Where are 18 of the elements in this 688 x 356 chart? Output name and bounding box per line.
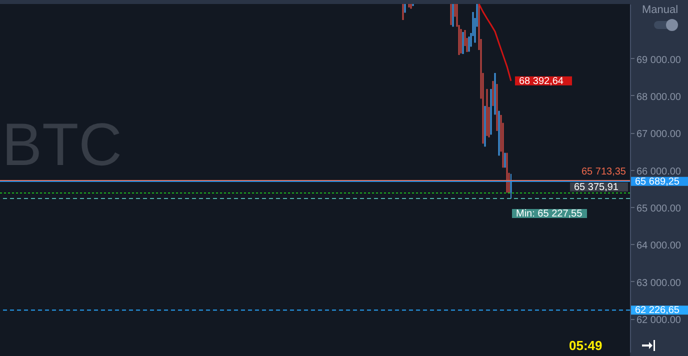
y-tick-label: 64 000.00 [636, 240, 682, 252]
y-tick-label: 65 000.00 [636, 204, 682, 214]
text: Manual [642, 4, 678, 16]
ref-line-label: 62 226,65 [635, 305, 680, 316]
y-tick-label: 62 000.00 [636, 315, 682, 326]
ref-line-label: 65 375,91 [574, 182, 619, 194]
annotation: 05:49 [569, 338, 602, 353]
ref-line-label: Min: 65 227,55 [516, 208, 583, 220]
y-tick-label: 68 000.00 [636, 92, 682, 103]
ref-line-label: 65 713,35 [582, 166, 626, 178]
y-tick-label: 69 000.00 [636, 54, 682, 66]
y-tick-label: 63 000.00 [636, 278, 682, 289]
y-tick-label: 67 000.00 [636, 129, 682, 140]
y-tick-label: 66 000.00 [636, 166, 682, 178]
ref-line-label: 65 689,25 [635, 176, 680, 188]
data-label: 68 392,64 [519, 76, 564, 87]
candlestick [510, 173, 512, 200]
line-series [478, 3, 512, 82]
